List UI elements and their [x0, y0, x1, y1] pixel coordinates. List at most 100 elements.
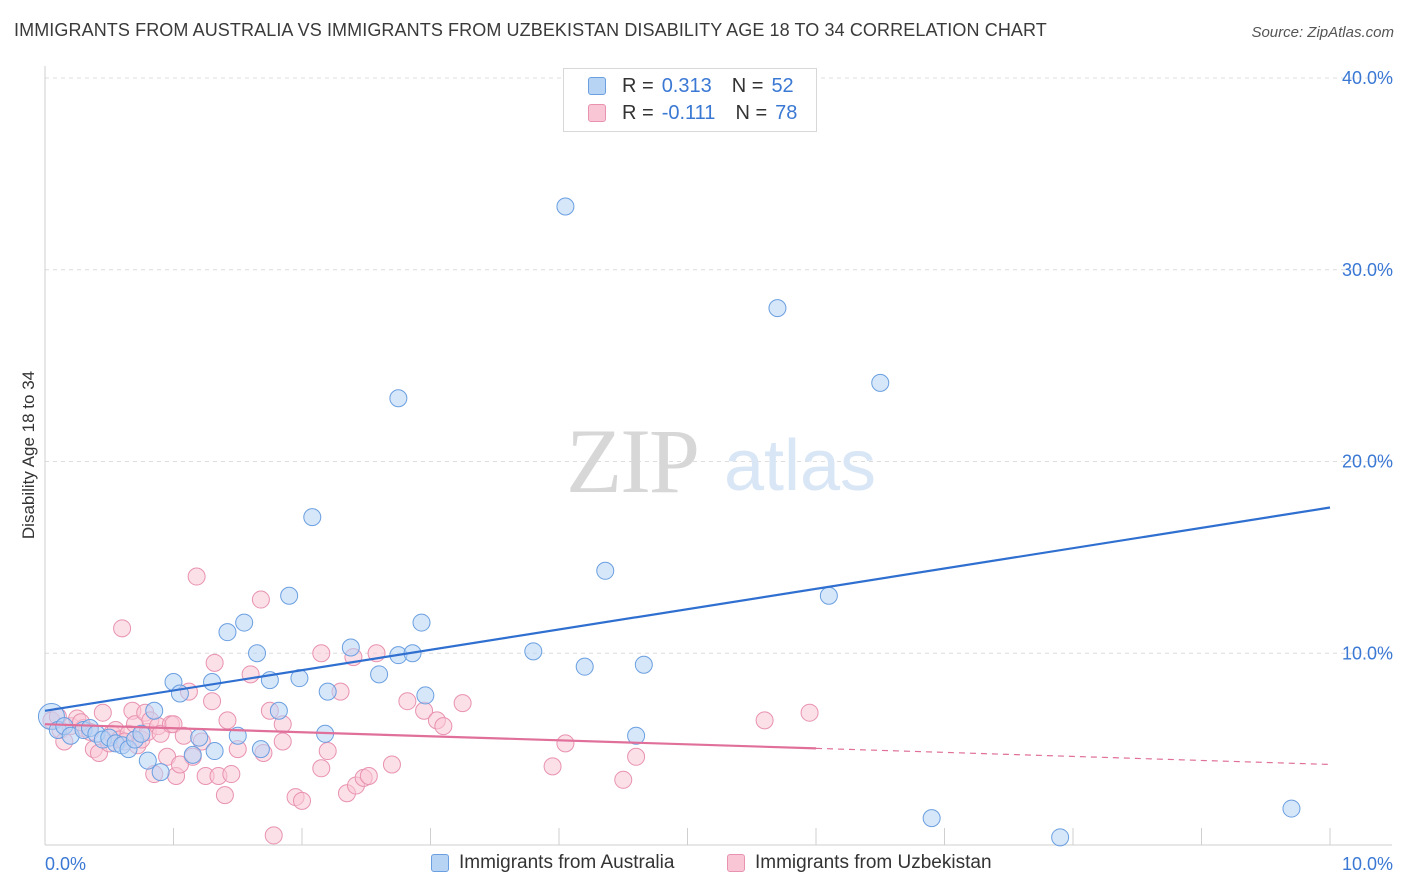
legend-row-uzbekistan: R = -0.111 N = 78: [588, 101, 797, 125]
australia-point: [871, 373, 890, 392]
x-tick-labels: 0.0% 10.0%: [45, 854, 1393, 874]
uzbekistan-point: [318, 742, 337, 761]
n-value: 78: [775, 101, 798, 124]
uzbekistan-point: [312, 759, 331, 778]
uzbekistan-point: [222, 765, 241, 784]
legend-swatch-pink: [588, 104, 606, 122]
y-tick-labels: 10.0% 20.0% 30.0% 40.0%: [1342, 68, 1393, 663]
watermark: ZIP atlas: [566, 410, 876, 512]
australia-point: [138, 751, 157, 770]
uzbekistan-point: [203, 692, 222, 711]
australia-point: [768, 299, 787, 318]
correlation-legend: R = 0.313 N = 52 R = -0.111 N = 78: [563, 68, 817, 132]
australia-point: [412, 613, 431, 632]
australia-point: [280, 586, 299, 605]
australia-point: [389, 389, 408, 408]
legend-row-australia: R = 0.313 N = 52: [588, 74, 794, 98]
uzbekistan-trend-line: [44, 723, 817, 750]
australia-point: [235, 613, 254, 632]
australia-point: [819, 586, 838, 605]
legend-swatch-pink: [727, 854, 745, 872]
australia-point: [190, 728, 209, 747]
legend-swatch-blue: [431, 854, 449, 872]
y-axis-label: Disability Age 18 to 34: [19, 371, 38, 539]
series-australia-points: [37, 197, 1301, 847]
australia-point: [370, 665, 389, 684]
uzbekistan-point: [93, 703, 112, 722]
y-tick-label: 40.0%: [1342, 68, 1393, 88]
australia-point: [218, 623, 237, 642]
r-label: R =: [622, 101, 654, 124]
chart-title: IMMIGRANTS FROM AUSTRALIA VS IMMIGRANTS …: [14, 20, 1047, 40]
uzbekistan-point: [273, 732, 292, 751]
n-label: N =: [735, 101, 768, 124]
australia-point: [634, 655, 653, 674]
trend-lines: [44, 506, 1331, 766]
australia-point: [922, 809, 941, 828]
watermark-atlas: atlas: [724, 426, 876, 506]
uzbekistan-trend-line-extension: [815, 747, 1331, 766]
australia-point: [1282, 799, 1301, 818]
grid-lines: [45, 77, 1392, 654]
australia-point: [251, 740, 270, 759]
uzbekistan-point: [264, 826, 283, 845]
australia-point: [205, 742, 224, 761]
australia-trend-line: [44, 506, 1331, 712]
australia-point: [151, 763, 170, 782]
australia-point: [556, 197, 575, 216]
australia-point: [524, 642, 543, 661]
uzbekistan-point: [187, 567, 206, 586]
r-value: -0.111: [661, 101, 716, 124]
uzbekistan-point: [398, 692, 417, 711]
uzbekistan-point: [382, 755, 401, 774]
uzbekistan-point: [312, 644, 331, 663]
legend-swatch-blue: [588, 77, 606, 95]
y-tick-label: 30.0%: [1342, 260, 1393, 280]
australia-point: [203, 673, 222, 692]
uzbekistan-point: [293, 791, 311, 810]
uzbekistan-point: [755, 711, 774, 730]
australia-point: [183, 745, 202, 764]
australia-point: [596, 561, 615, 580]
uzbekistan-point: [215, 786, 234, 805]
n-value: 52: [771, 74, 794, 97]
australia-point: [1051, 828, 1070, 847]
axes: [44, 66, 1392, 846]
r-value: 0.313: [661, 74, 712, 97]
legend-item-australia[interactable]: Immigrants from Australia: [431, 852, 674, 874]
australia-point: [269, 701, 288, 720]
australia-point: [318, 682, 337, 701]
r-label: R =: [622, 74, 654, 97]
x-tick-label: 0.0%: [45, 854, 86, 874]
uzbekistan-point: [170, 755, 189, 774]
source-label: Source: ZipAtlas.com: [1251, 24, 1394, 41]
watermark-zip: ZIP: [566, 410, 698, 512]
y-tick-label: 10.0%: [1342, 643, 1393, 663]
uzbekistan-point: [205, 653, 224, 672]
uzbekistan-point: [434, 717, 453, 736]
uzbekistan-point: [556, 734, 575, 753]
australia-point: [341, 638, 360, 657]
series-legend: Immigrants from Australia Immigrants fro…: [0, 852, 1406, 878]
australia-point: [575, 657, 594, 676]
uzbekistan-point: [543, 757, 562, 776]
uzbekistan-point: [800, 703, 819, 722]
y-tick-label: 20.0%: [1342, 452, 1393, 472]
legend-label-australia: Immigrants from Australia: [459, 852, 675, 873]
australia-point: [303, 508, 322, 527]
legend-label-uzbekistan: Immigrants from Uzbekistan: [755, 852, 992, 873]
uzbekistan-point: [359, 766, 378, 785]
uzbekistan-point: [113, 619, 132, 638]
x-tick-label: 10.0%: [1342, 854, 1393, 874]
australia-point: [416, 686, 435, 705]
n-label: N =: [731, 74, 764, 97]
australia-point: [132, 724, 151, 743]
uzbekistan-point: [627, 747, 646, 766]
uzbekistan-point: [218, 711, 237, 730]
legend-item-uzbekistan[interactable]: Immigrants from Uzbekistan: [727, 852, 992, 874]
australia-point: [145, 701, 164, 720]
uzbekistan-point: [614, 770, 633, 789]
australia-point: [627, 726, 646, 745]
uzbekistan-point: [453, 694, 472, 713]
